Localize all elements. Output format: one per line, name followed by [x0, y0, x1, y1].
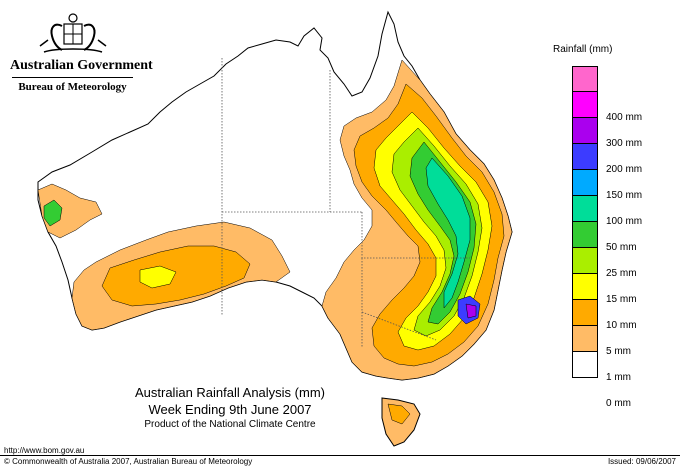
government-logo: Australian Government Bureau of Meteorol…	[10, 12, 153, 93]
legend-swatch	[572, 300, 598, 326]
legend-item: 200 mm	[572, 144, 674, 175]
legend-label: 50 mm	[606, 242, 637, 253]
rainfall-zone-25mm-west	[43, 199, 63, 227]
map-title: Australian Rainfall Analysis (mm)	[134, 385, 325, 400]
header-divider	[12, 77, 133, 78]
copyright-text: © Commonwealth of Australia 2007, Austra…	[4, 457, 253, 466]
legend-item	[572, 66, 674, 92]
legend-label: 15 mm	[606, 294, 637, 305]
legend-item: 50 mm	[572, 222, 674, 253]
legend-item: 0 mm	[572, 378, 674, 409]
rainfall-zone-10mm-south	[139, 265, 177, 289]
legend-label: 0 mm	[606, 398, 631, 409]
legend-label: 300 mm	[606, 138, 643, 149]
legend-item: 5 mm	[572, 326, 674, 357]
rainfall-zone-1mm-west	[37, 183, 103, 239]
legend-item: 1 mm	[572, 352, 674, 383]
legend-swatch	[572, 352, 598, 378]
map-product-note: Product of the National Climate Centre	[144, 419, 316, 430]
legend-swatch	[572, 92, 598, 118]
legend-item: 400 mm	[572, 92, 674, 123]
legend-label: 400 mm	[606, 112, 643, 123]
legend-item: 25 mm	[572, 248, 674, 279]
legend-swatch	[572, 274, 598, 300]
legend-swatch	[572, 170, 598, 196]
legend-swatch	[572, 66, 598, 92]
legend-item: 100 mm	[572, 196, 674, 227]
government-name: Australian Government	[10, 58, 153, 73]
state-borders	[221, 58, 470, 348]
rainfall-zone-50mm	[425, 157, 471, 309]
website-link[interactable]: http://www.bom.gov.au	[4, 446, 85, 455]
legend-swatch	[572, 326, 598, 352]
issued-date: Issued: 09/06/2007	[607, 457, 676, 466]
bureau-name: Bureau of Meteorology	[18, 81, 127, 93]
legend-item: 150 mm	[572, 170, 674, 201]
legend-label: 150 mm	[606, 190, 643, 201]
map-caption: Australian Rainfall Analysis (mm) Week E…	[120, 385, 340, 430]
legend-label: 1 mm	[606, 372, 631, 383]
legend-item: 300 mm	[572, 118, 674, 149]
tasmania-5mm	[387, 403, 411, 425]
footer-divider	[0, 455, 680, 456]
rainfall-legend: 400 mm 300 mm 200 mm 150 mm 100 mm 50 mm 25 mm…	[572, 66, 674, 409]
rainfall-zone-200mm	[465, 303, 477, 319]
legend-label: 100 mm	[606, 216, 643, 227]
legend-swatch	[572, 144, 598, 170]
rainfall-zone-5mm-south	[101, 245, 251, 307]
legend-swatch	[572, 196, 598, 222]
legend-title: Rainfall (mm)	[553, 44, 613, 55]
legend-label: 10 mm	[606, 320, 637, 331]
legend-swatch	[572, 222, 598, 248]
legend-item: 15 mm	[572, 274, 674, 305]
legend-label: 200 mm	[606, 164, 643, 175]
coat-of-arms-icon	[39, 13, 106, 53]
legend-item: 10 mm	[572, 300, 674, 331]
legend-label: 25 mm	[606, 268, 637, 279]
legend-swatch	[572, 118, 598, 144]
rainfall-zone-25mm	[409, 141, 477, 325]
map-week: Week Ending 9th June 2007	[148, 402, 312, 417]
legend-label: 5 mm	[606, 346, 631, 357]
legend-swatch	[572, 248, 598, 274]
